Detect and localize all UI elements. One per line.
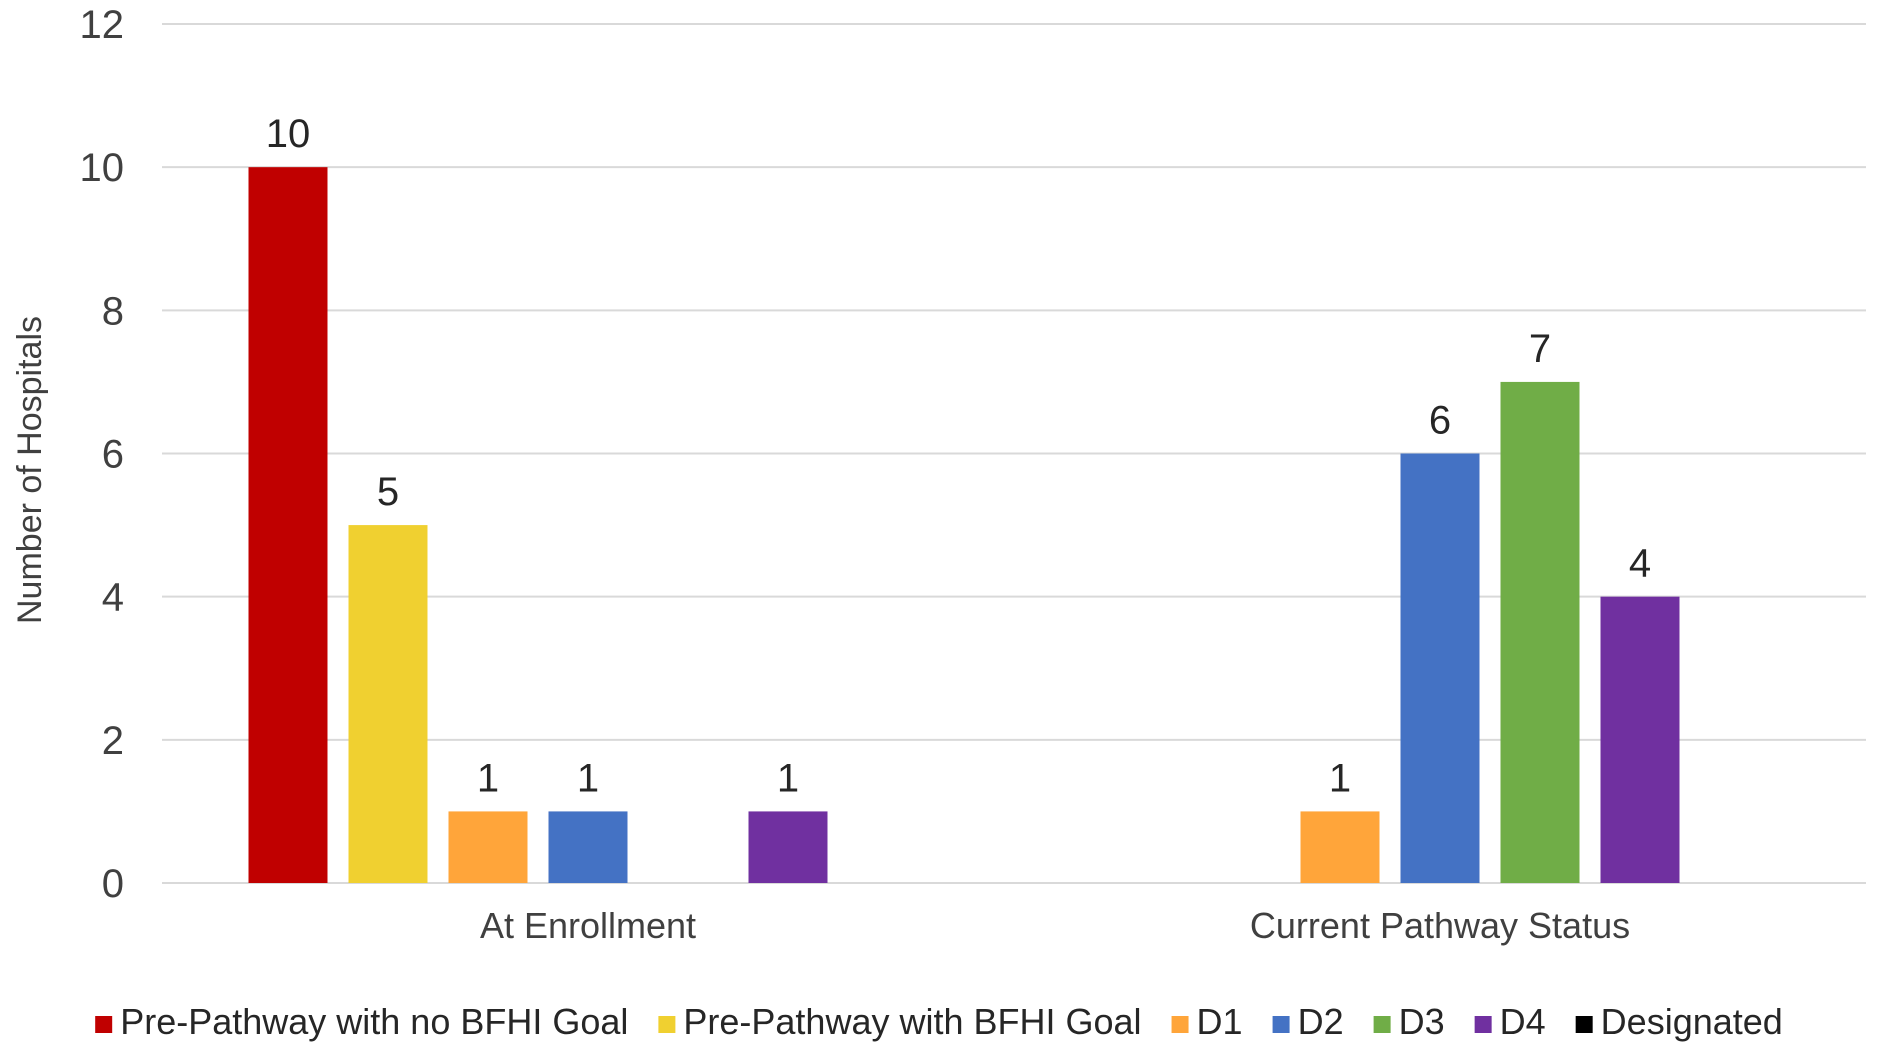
legend-swatch [1575,1016,1593,1033]
legend-item: Designated [1575,1001,1783,1042]
bar [1300,811,1380,883]
gridlines [162,23,1866,884]
legend-label: D1 [1197,1001,1243,1042]
bar [1400,453,1480,883]
bar [548,811,628,883]
legend-swatch [1373,1016,1391,1033]
legend-label: Pre-Pathway with BFHI Goal [683,1001,1141,1042]
bar [348,525,428,883]
data-label: 4 [1629,542,1651,586]
legend: Pre-Pathway with no BFHI Goal Pre-Pathway… [95,1001,1783,1042]
x-axis-categories: At Enrollment Current Pathway Status [480,905,1630,946]
bar [248,167,328,883]
legend-item: Pre-Pathway with no BFHI Goal [95,1001,628,1042]
data-label: 1 [777,756,799,800]
y-tick-label: 8 [102,289,124,333]
legend-label: D3 [1399,1001,1445,1042]
legend-label: Pre-Pathway with no BFHI Goal [120,1001,628,1042]
data-label: 1 [477,756,499,800]
y-tick-label: 4 [102,576,124,620]
legend-swatch [1171,1016,1189,1033]
data-label: 5 [377,470,399,514]
legend-item: D1 [1171,1001,1243,1042]
data-label: 7 [1529,327,1551,371]
bars [248,167,1680,883]
bar [748,811,828,883]
legend-item: Pre-Pathway with BFHI Goal [658,1001,1142,1042]
legend-label: Designated [1601,1001,1783,1042]
data-label: 6 [1429,399,1451,443]
y-axis-label: Number of Hospitals [11,316,49,624]
data-label: 10 [266,112,311,156]
y-tick-label: 6 [102,433,124,477]
x-category-label: Current Pathway Status [1250,905,1630,946]
bar [448,811,528,883]
data-label: 1 [577,756,599,800]
legend-swatch [95,1016,113,1033]
legend-swatch [658,1016,676,1033]
y-tick-label: 0 [102,862,124,906]
y-tick-label: 10 [80,146,125,190]
legend-item: D4 [1474,1001,1546,1042]
x-category-label: At Enrollment [480,905,696,946]
legend-item: D3 [1373,1001,1445,1042]
bar [1600,596,1680,883]
data-labels: 10 5 1 1 1 1 6 7 4 [266,112,1651,800]
y-tick-label: 12 [80,3,125,47]
legend-swatch [1272,1016,1290,1033]
bar [1500,381,1580,883]
legend-label: D2 [1298,1001,1344,1042]
legend-label: D4 [1500,1001,1546,1042]
legend-item: D2 [1272,1001,1344,1042]
data-label: 1 [1329,756,1351,800]
y-tick-label: 2 [102,719,124,763]
legend-swatch [1474,1016,1492,1033]
y-axis-ticks: 0 2 4 6 8 10 12 [80,3,125,906]
